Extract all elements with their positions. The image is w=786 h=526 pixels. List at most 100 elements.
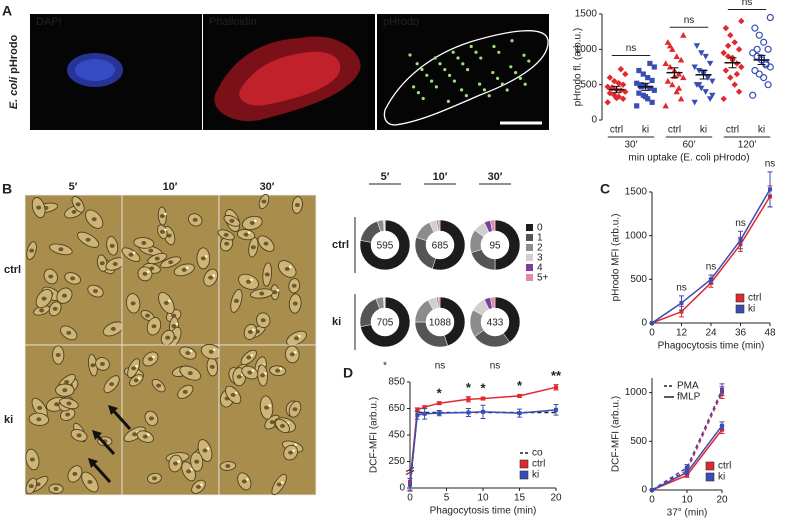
bacterium	[190, 468, 193, 471]
cell-nucleus	[54, 402, 60, 407]
significance: ns	[490, 361, 501, 372]
bacterium	[252, 328, 255, 332]
cell-nucleus	[109, 382, 115, 387]
cell-nucleus	[28, 484, 34, 489]
cell-nucleus	[225, 463, 231, 468]
cell-nucleus	[147, 356, 153, 361]
bacterium	[251, 369, 255, 372]
legend-label: 3	[537, 253, 543, 264]
x-tick-label: 24	[705, 328, 717, 339]
point	[604, 99, 611, 106]
bacterium	[250, 278, 253, 282]
point	[640, 71, 646, 77]
x-tick-label: 48	[764, 328, 776, 339]
x-tick-label: 0	[649, 328, 655, 339]
point	[727, 74, 734, 81]
point	[649, 99, 655, 105]
bacteria-dot	[514, 71, 518, 75]
cell-nucleus	[132, 432, 138, 437]
point	[685, 473, 689, 478]
x-tick-label: 0	[407, 493, 413, 504]
cell-nucleus	[165, 335, 171, 340]
point	[709, 78, 716, 85]
cell-nucleus	[263, 241, 269, 246]
bacterium	[185, 266, 189, 270]
bacteria-dot	[443, 67, 447, 72]
cell-nucleus	[168, 260, 174, 265]
cell-nucleus	[64, 380, 70, 385]
cell-nucleus	[230, 392, 236, 397]
cell-nucleus	[171, 324, 177, 329]
bacterium	[250, 354, 254, 357]
cell-nucleus	[195, 484, 201, 489]
cell-nucleus	[192, 217, 198, 222]
point	[604, 83, 611, 90]
point	[615, 93, 622, 100]
point	[731, 39, 738, 46]
cell-nucleus	[208, 349, 214, 354]
legend-swatch	[519, 470, 529, 480]
donut-center-label: 1088	[429, 318, 452, 329]
point	[768, 187, 772, 192]
y-tick-label: 0	[399, 483, 405, 494]
cell-nucleus	[264, 272, 270, 277]
point	[664, 39, 672, 45]
cell-nucleus	[29, 248, 35, 253]
cell-nucleus	[260, 373, 266, 378]
x-tick-label: 20	[716, 495, 728, 506]
legend-label: ctrl	[748, 293, 761, 304]
y-axis-label: pHrodo fl. (arb.u.)	[573, 28, 584, 106]
point	[554, 407, 558, 412]
micrograph	[377, 14, 549, 130]
point	[724, 53, 732, 60]
row-label: ki	[332, 316, 341, 328]
x-axis-label: Phagocytosis time (min)	[430, 506, 537, 517]
point	[675, 70, 683, 77]
legend-label: fMLP	[677, 392, 701, 403]
point	[636, 90, 642, 96]
legend-label: 0	[537, 223, 543, 234]
bacteria-dot	[469, 44, 473, 49]
point	[517, 393, 522, 398]
point	[669, 81, 676, 88]
cell-nucleus	[55, 352, 61, 357]
bacteria-dot	[425, 73, 429, 77]
column-label: 30′	[260, 181, 275, 193]
point	[755, 70, 763, 78]
point	[679, 300, 684, 305]
cell-nucleus	[276, 482, 282, 487]
y-tick-label: 1000	[575, 44, 598, 55]
bacteria-dot	[487, 94, 491, 98]
annotation: ns	[676, 283, 687, 294]
bacteria-dot	[461, 62, 465, 66]
bacteria-dot	[466, 68, 470, 72]
point	[669, 46, 676, 52]
cell-nucleus	[279, 424, 285, 429]
bacteria-dot	[505, 88, 509, 92]
point	[650, 321, 654, 325]
point	[649, 77, 655, 84]
point	[749, 49, 757, 57]
legend-swatch	[526, 224, 533, 231]
cell-nucleus	[37, 405, 43, 410]
bacteria-dot	[527, 59, 531, 63]
legend-label: co	[532, 448, 543, 459]
cell-nucleus	[133, 378, 139, 383]
bacterium	[264, 372, 267, 375]
cell-nucleus	[236, 374, 242, 379]
y-tick-label: 1000	[625, 387, 648, 398]
point	[738, 238, 743, 243]
point	[685, 470, 689, 475]
point	[706, 60, 714, 67]
bacterium	[175, 322, 179, 326]
bacteria-dot	[460, 88, 464, 92]
x-axis-label: min uptake (E. coli pHrodo)	[628, 153, 749, 164]
cell-nucleus	[75, 202, 81, 207]
cell-nucleus	[208, 275, 214, 280]
point	[675, 85, 683, 91]
cell-nucleus	[294, 202, 300, 207]
sem-bar	[670, 67, 679, 79]
x-tick-label: ctrl	[610, 125, 623, 136]
point	[691, 64, 698, 71]
bacterium	[298, 334, 301, 338]
